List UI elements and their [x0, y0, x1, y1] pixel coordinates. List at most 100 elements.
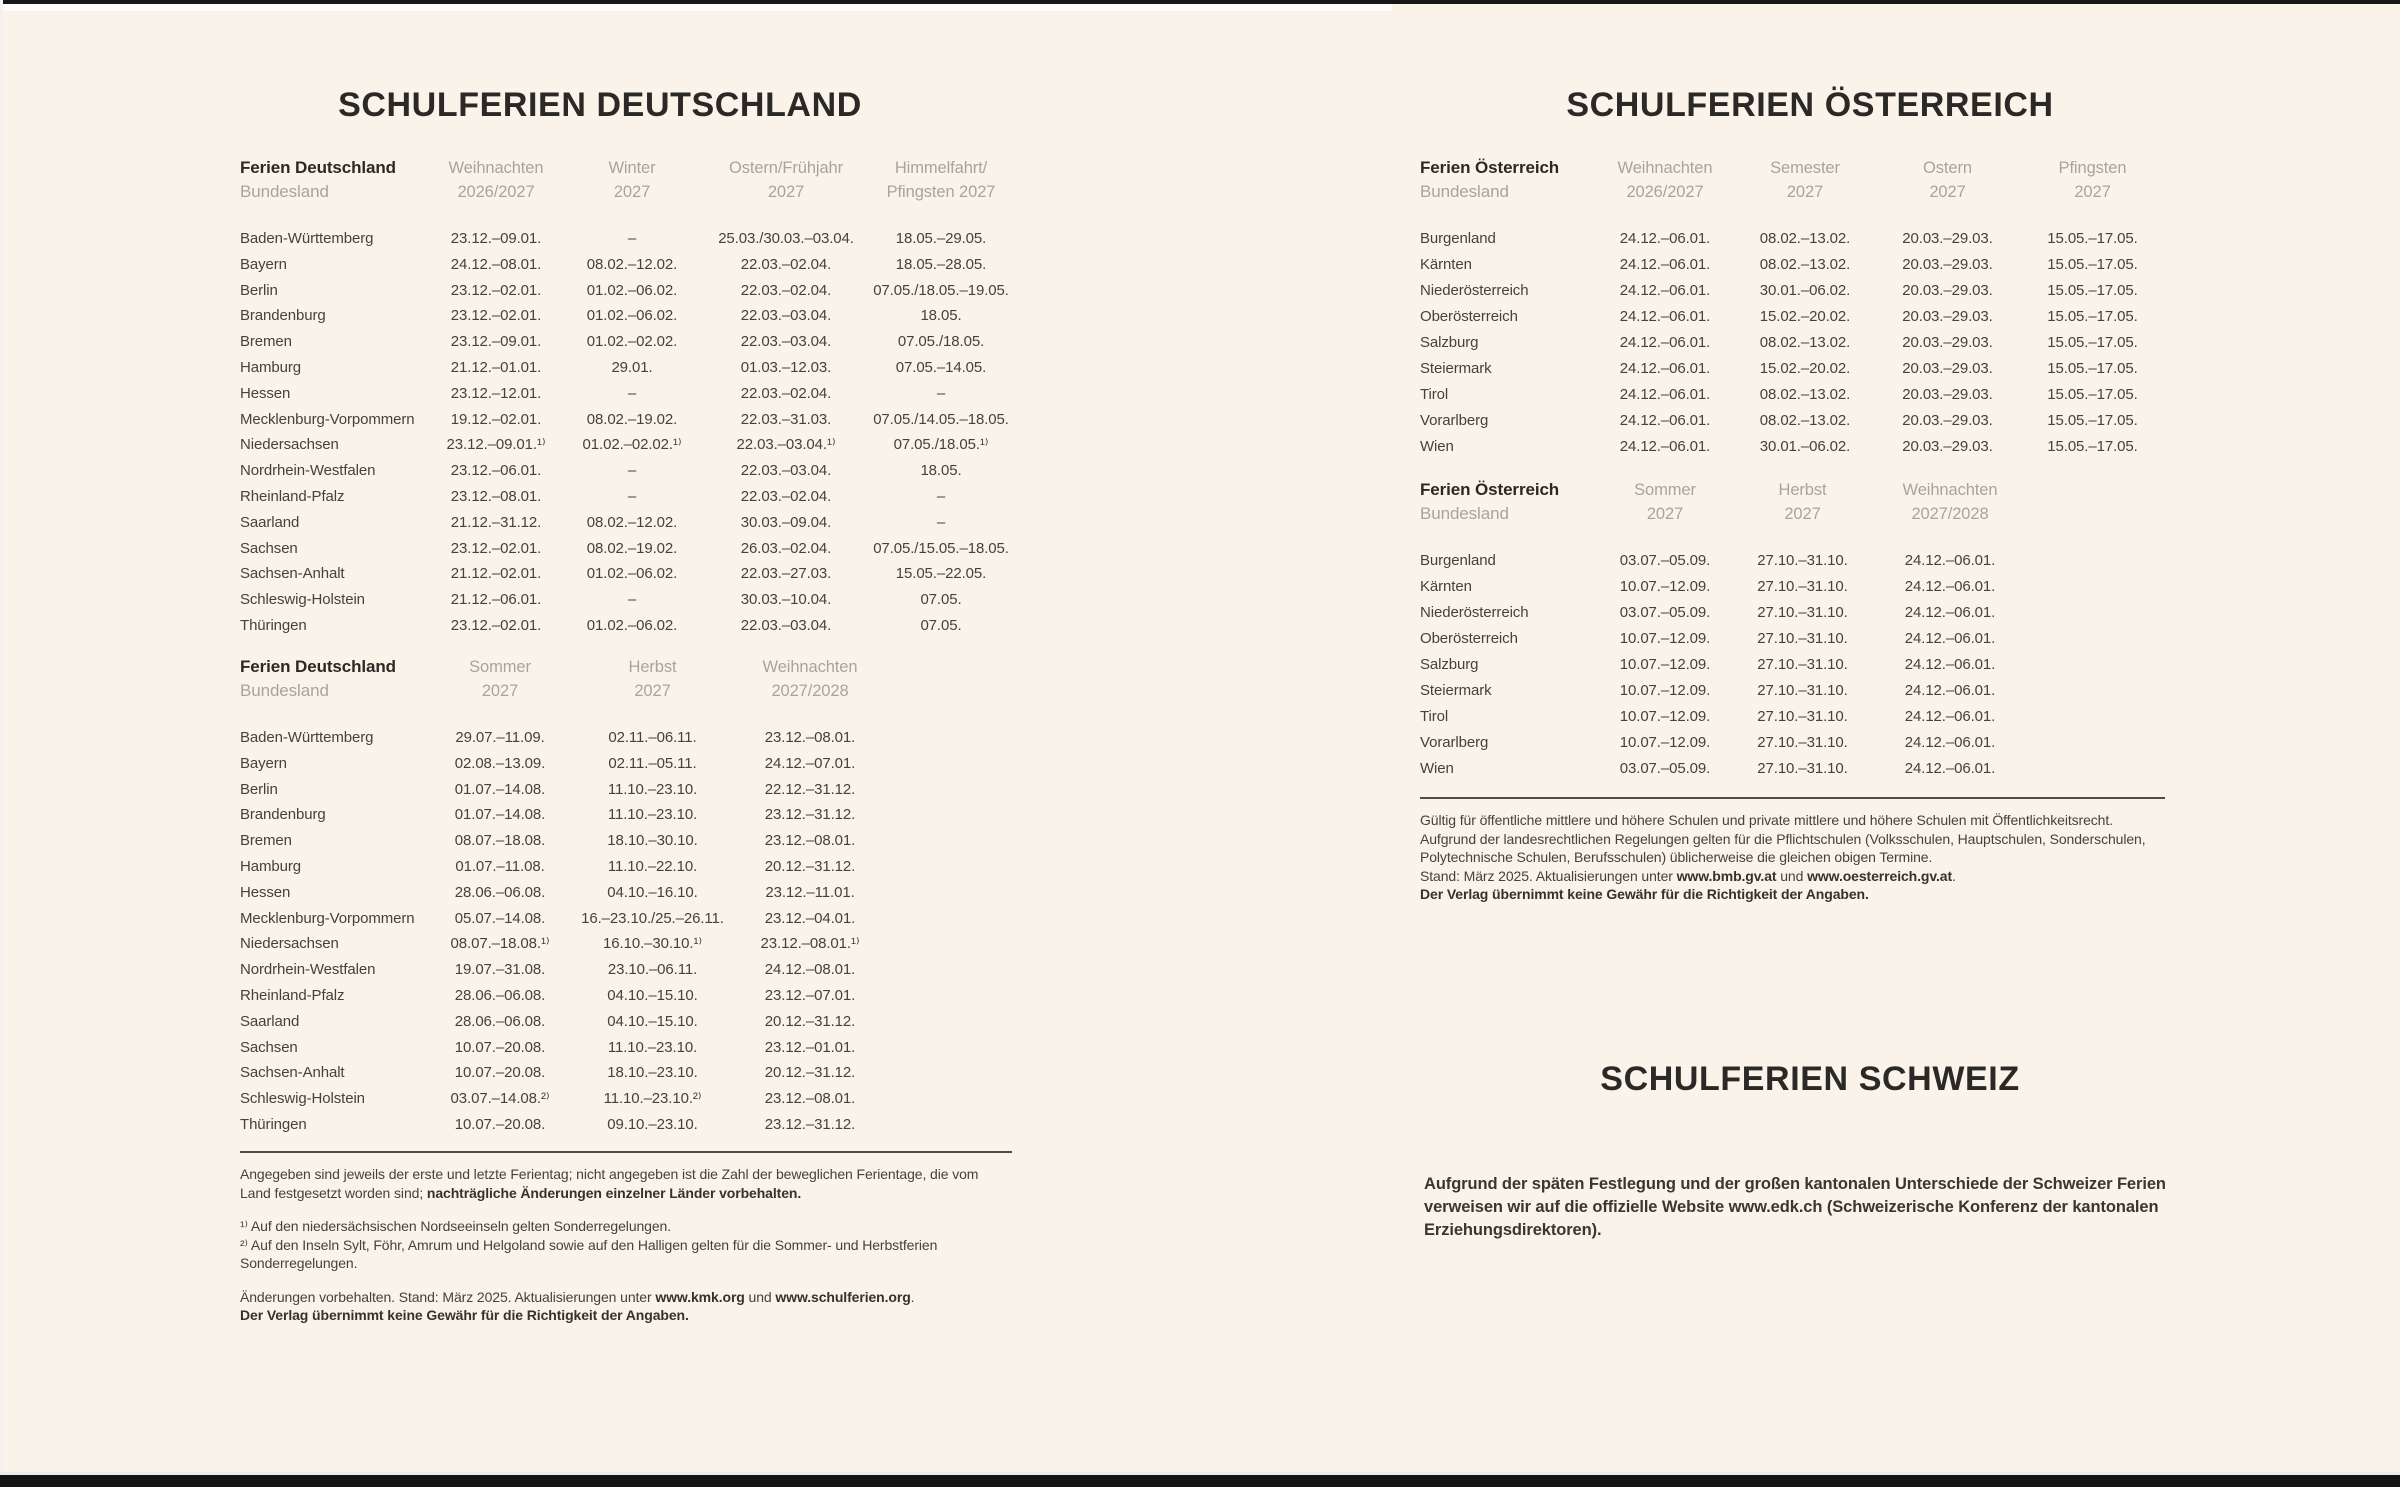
- date-range-cell: 29.01.: [611, 358, 653, 376]
- date-range-cell: 08.07.–18.08.: [454, 832, 546, 850]
- switzerland-title: SCHULFERIEN SCHWEIZ: [1600, 1060, 2020, 1098]
- germany-disclaimer: Der Verlag übernimmt keine Gewähr für di…: [240, 1307, 689, 1323]
- germany-holidays-table-1: Ferien Deutschland Bundesland Weihnachte…: [240, 156, 1012, 639]
- date-range-cell: 23.12.–08.01.¹⁾: [760, 935, 860, 953]
- bundesland-cell: Burgenland: [1420, 552, 1496, 569]
- date-range-cell: 07.05./15.05.–18.05.: [873, 539, 1009, 557]
- bundesland-label: Bundesland: [240, 182, 329, 201]
- page-top-edge-highlight: [0, 4, 1392, 11]
- date-range-cell: 22.12.–31.12.: [764, 780, 856, 798]
- bundesland-cell: Sachsen-Anhalt: [240, 1064, 345, 1082]
- date-range-cell: 05.07.–14.08.: [454, 909, 546, 927]
- bundesland-cell: Bremen: [240, 333, 292, 351]
- date-range-cell: 16.–23.10./25.–26.11.: [581, 909, 724, 927]
- date-range-cell: 08.02.–13.02.: [1759, 256, 1851, 273]
- table-name-label: Ferien Deutschland: [240, 657, 396, 676]
- date-range-cell: 20.03.–29.03.: [1902, 308, 1993, 325]
- date-range-cell: 08.02.–19.02.: [586, 539, 678, 557]
- bundesland-cell: Sachsen: [240, 1038, 298, 1056]
- date-range-cell: 01.02.–02.02.¹⁾: [582, 436, 682, 454]
- date-range-cell: 03.07.–05.09.: [1619, 760, 1711, 777]
- date-range-cell: 24.12.–08.01.: [450, 255, 542, 273]
- date-range-cell: 11.10.–23.10.²⁾: [603, 1090, 702, 1108]
- date-range-cell: 10.07.–12.09.: [1619, 734, 1711, 751]
- date-range-cell: 11.10.–23.10.: [607, 806, 698, 824]
- date-range-cell: 24.12.–06.01.: [1619, 412, 1711, 429]
- column-header-sommer: Sommer 2027: [469, 658, 531, 700]
- bundesland-cell: Brandenburg: [240, 806, 326, 824]
- date-range-cell: 15.05.–17.05.: [2047, 308, 2138, 325]
- germany-footnote-2: ²⁾ Auf den Inseln Sylt, Föhr, Amrum und …: [240, 1236, 938, 1272]
- date-range-cell: 19.07.–31.08.: [454, 961, 546, 979]
- table-name-label: Ferien Österreich: [1420, 480, 1560, 499]
- bundesland-cell: Schleswig-Holstein: [240, 591, 365, 609]
- date-range-cell: 15.05.–17.05.: [2047, 334, 2138, 351]
- date-range-cell: 15.05.–17.05.: [2047, 230, 2138, 247]
- bundesland-cell: Rheinland-Pfalz: [240, 487, 345, 505]
- date-range-cell: 23.12.–04.01.: [764, 909, 856, 927]
- date-range-cell: 22.03.–02.04.: [740, 487, 832, 505]
- bundesland-cell: Sachsen: [240, 539, 298, 557]
- date-range-cell: 01.07.–14.08.: [454, 780, 546, 798]
- column-header-weihnachten: Weihnachten 2026/2027: [1617, 159, 1713, 201]
- table-name-label: Ferien Österreich: [1420, 158, 1560, 177]
- date-range-cell: 29.07.–11.09.: [455, 729, 545, 746]
- date-range-cell: 23.12.–09.01.¹⁾: [446, 436, 546, 454]
- date-range-cell: –: [936, 487, 946, 505]
- date-range-cell: 08.02.–12.02.: [586, 513, 678, 531]
- austria-footnotes: Gültig für öffentliche mittlere und höhe…: [1420, 797, 2165, 904]
- bundesland-cell: Oberösterreich: [1420, 308, 1518, 325]
- date-range-cell: 24.12.–06.01.: [1904, 734, 1996, 751]
- date-range-cell: 15.02.–20.02.: [1759, 308, 1851, 325]
- bundesland-cell: Salzburg: [1420, 656, 1479, 673]
- date-range-cell: 23.12.–08.01.: [764, 1090, 856, 1108]
- date-range-cell: 28.06.–06.08.: [454, 986, 546, 1004]
- date-range-cell: 24.12.–06.01.: [1904, 760, 1996, 777]
- bundesland-cell: Hamburg: [240, 358, 301, 376]
- date-range-cell: 24.12.–06.01.: [1904, 682, 1996, 699]
- date-range-cell: 01.03.–12.03.: [740, 358, 832, 376]
- date-range-cell: 24.12.–06.01.: [1904, 708, 1996, 725]
- date-range-cell: 10.07.–20.08.: [454, 1115, 546, 1133]
- date-range-cell: 10.07.–12.09.: [1619, 578, 1711, 595]
- date-range-cell: 10.07.–12.09.: [1619, 708, 1711, 725]
- date-range-cell: 24.12.–06.01.: [1904, 604, 1996, 621]
- bundesland-cell: Brandenburg: [240, 307, 326, 325]
- austria-note-line-2: Aufgrund der landesrechtlichen Regelunge…: [1420, 830, 2146, 866]
- date-range-cell: 24.12.–07.01.: [764, 754, 856, 772]
- germany-holidays-table-2: Ferien Deutschland Bundesland Sommer 202…: [240, 655, 885, 1138]
- date-range-cell: 18.05.: [920, 307, 962, 325]
- bundesland-cell: Bayern: [240, 255, 287, 273]
- date-range-cell: –: [627, 462, 637, 480]
- column-header-weihnachten: Weihnachten 2026/2027: [448, 159, 544, 201]
- date-range-cell: 22.03.–03.04.: [740, 333, 832, 351]
- date-range-cell: 23.12.–02.01.: [450, 616, 542, 634]
- date-range-cell: 21.12.–31.12.: [450, 513, 542, 531]
- date-range-cell: 21.12.–06.01.: [450, 591, 542, 609]
- date-range-cell: 24.12.–06.01.: [1619, 438, 1711, 455]
- bundesland-cell: Bremen: [240, 832, 292, 850]
- date-range-cell: 20.03.–29.03.: [1902, 334, 1993, 351]
- date-range-cell: 23.12.–02.01.: [450, 281, 542, 299]
- column-header-herbst: Herbst 2027: [1778, 481, 1827, 523]
- date-range-cell: 07.05./18.05.: [897, 333, 985, 351]
- date-range-cell: 07.05.–14.05.: [895, 358, 987, 376]
- date-range-cell: 23.12.–12.01.: [450, 384, 542, 402]
- date-range-cell: 10.07.–12.09.: [1619, 630, 1711, 647]
- date-range-cell: 20.03.–29.03.: [1902, 386, 1993, 403]
- germany-note-paragraph: Angegeben sind jeweils der erste und let…: [240, 1166, 979, 1201]
- date-range-cell: 18.10.–30.10.: [607, 832, 698, 850]
- date-range-cell: 20.12.–31.12.: [764, 857, 856, 875]
- date-range-cell: 24.12.–06.01.: [1619, 386, 1711, 403]
- column-header-pfingsten: Himmelfahrt/ Pfingsten 2027: [886, 159, 996, 201]
- column-header-pfingsten: Pfingsten 2027: [2058, 159, 2127, 201]
- date-range-cell: 23.12.–01.01.: [764, 1038, 856, 1056]
- date-range-cell: 24.12.–06.01.: [1619, 334, 1711, 351]
- bundesland-cell: Salzburg: [1420, 334, 1479, 351]
- bundesland-cell: Berlin: [240, 281, 278, 299]
- bundesland-cell: Niedersachsen: [240, 436, 339, 454]
- date-range-cell: 23.12.–02.01.: [450, 539, 542, 557]
- date-range-cell: 01.07.–11.08.: [455, 857, 545, 875]
- date-range-cell: 10.07.–12.09.: [1619, 682, 1711, 699]
- bundesland-cell: Bayern: [240, 754, 287, 772]
